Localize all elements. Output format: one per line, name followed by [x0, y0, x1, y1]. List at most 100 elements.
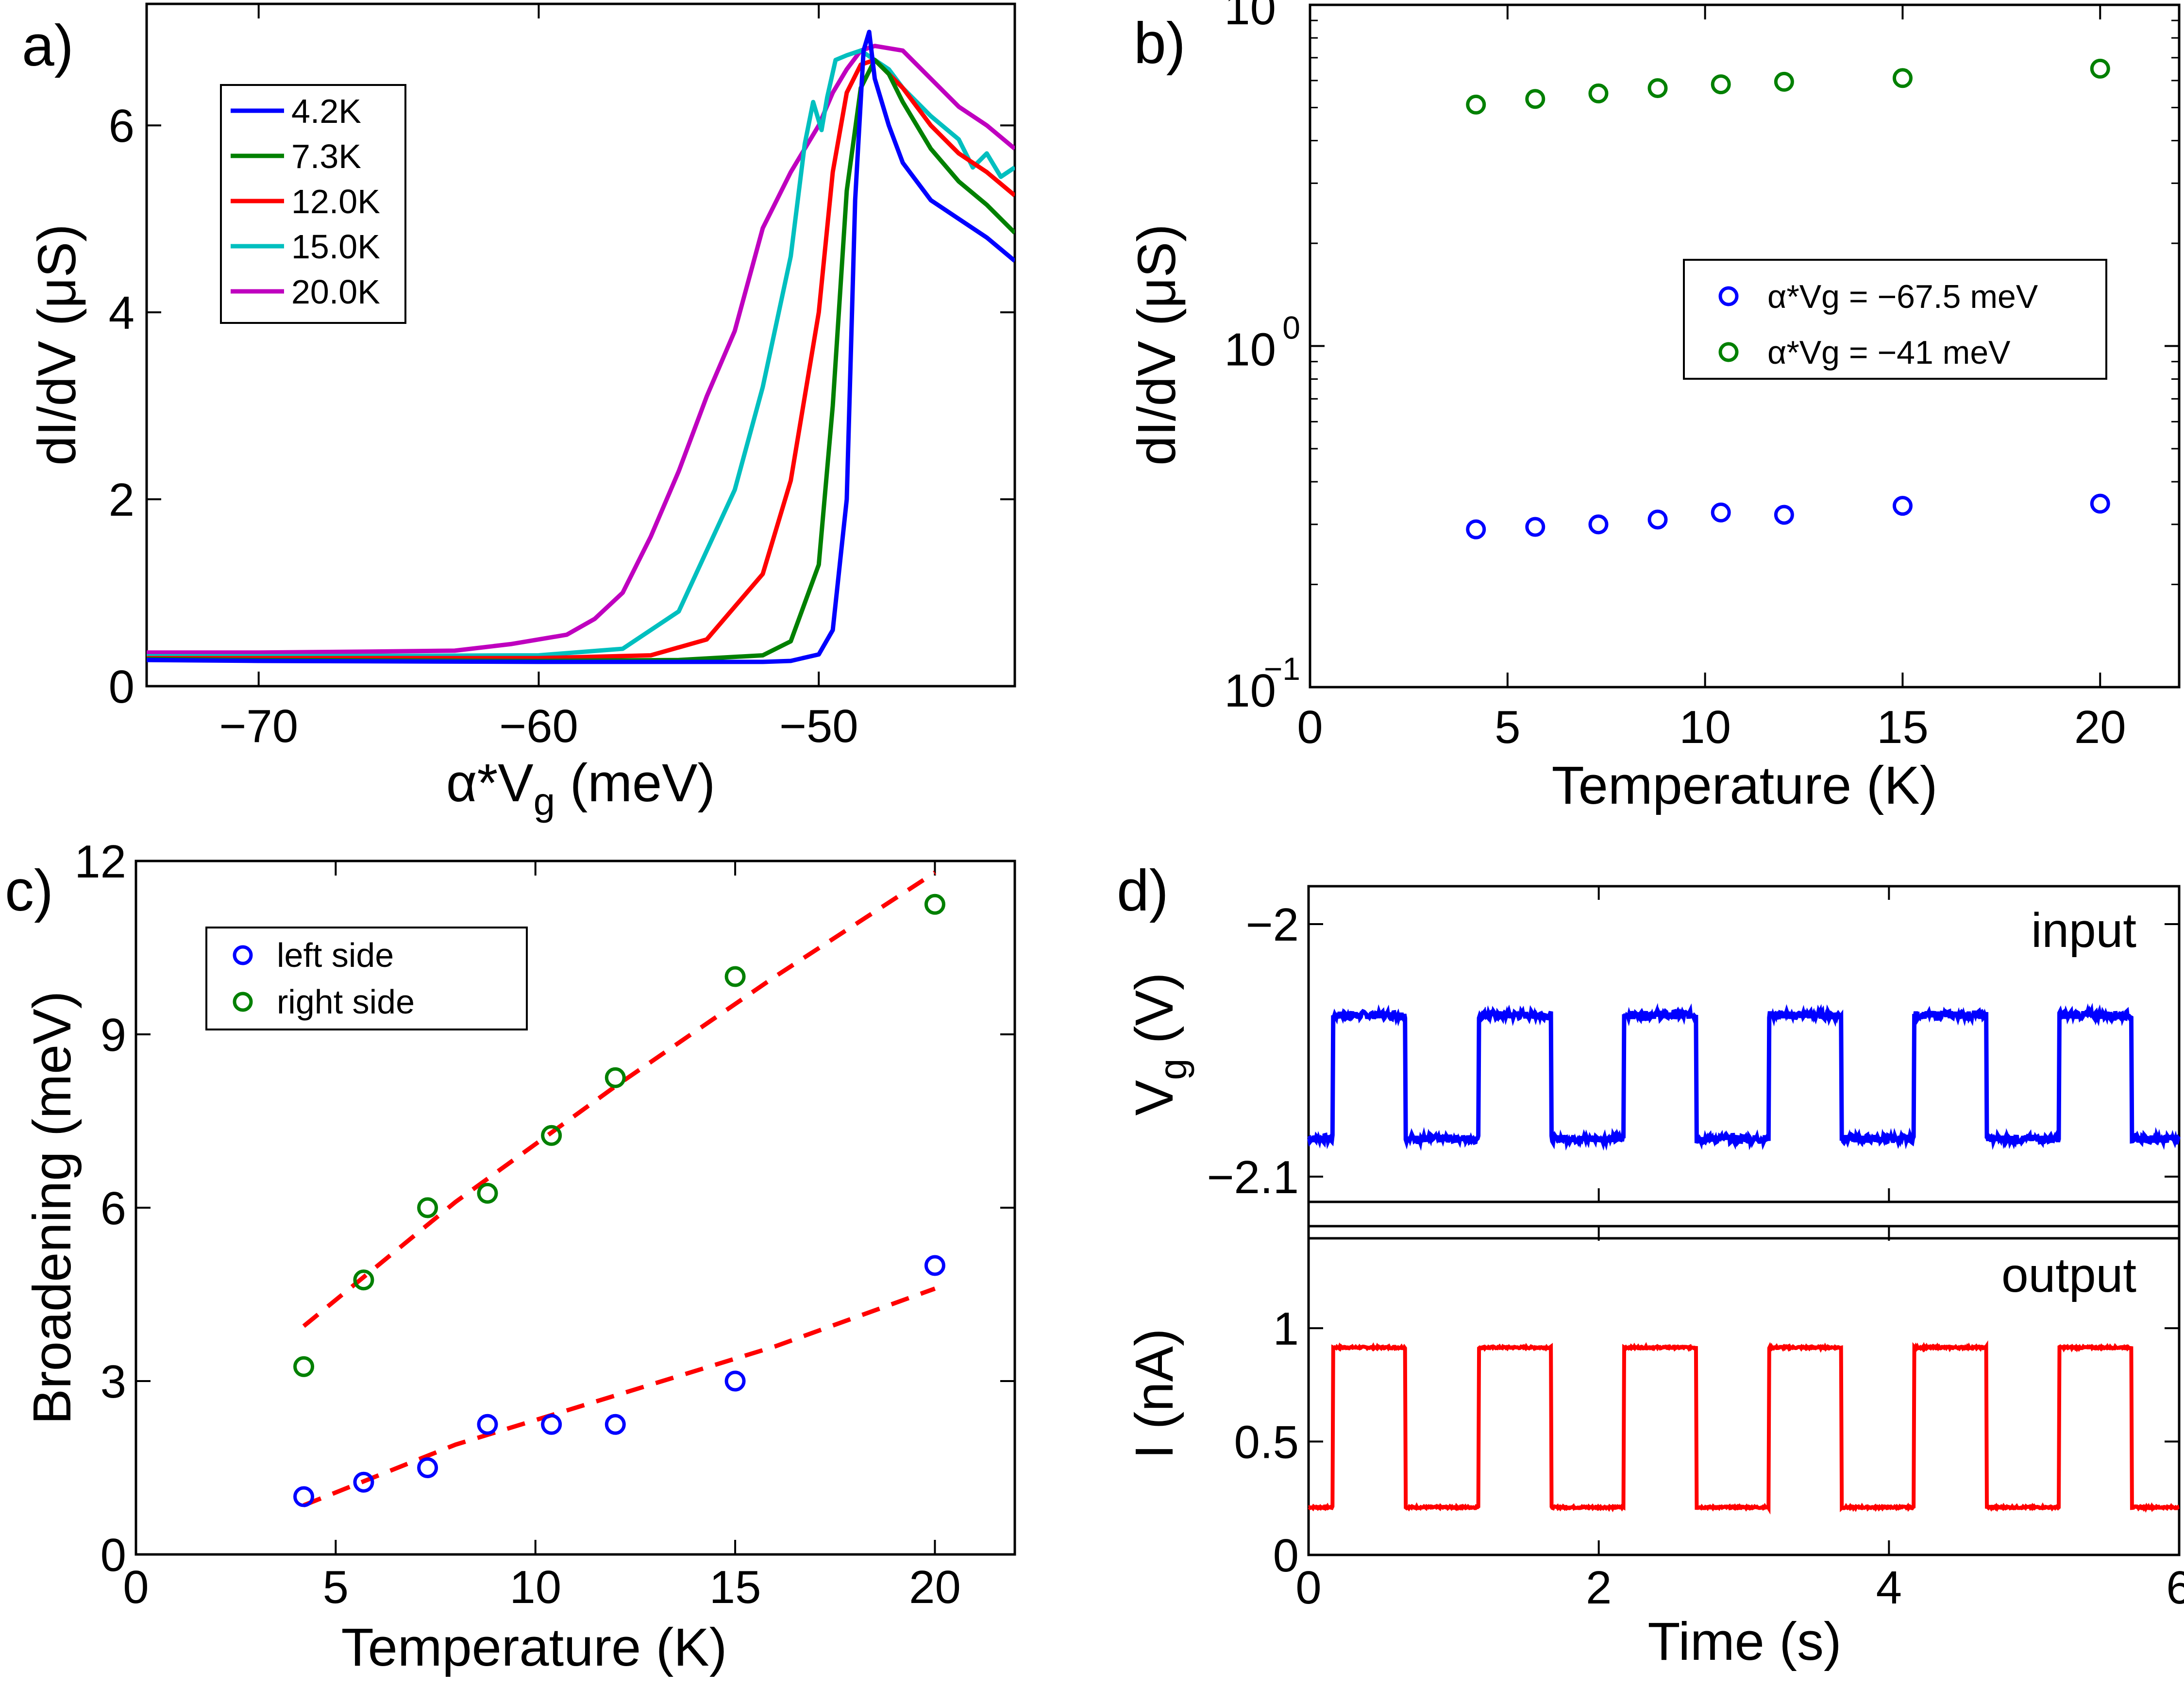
- panel-b-point-green: [2090, 58, 2110, 79]
- panel-c-xtick-label: 5: [323, 1561, 349, 1613]
- panel-c-x-axis-label: Temperature (K): [341, 1618, 727, 1677]
- panel-a-xlabel-main: α*V: [446, 753, 534, 813]
- panel-d-top-axes-frame-inner: [1307, 885, 2181, 1203]
- panel-c-xtick-label: 20: [909, 1561, 961, 1613]
- panel-b-x-axis-label: Temperature (K): [1552, 756, 1938, 815]
- panel-b-point-green: [1466, 94, 1486, 115]
- panel-b-label: b): [1134, 11, 1186, 76]
- panel-b-xtick-label: 15: [1877, 701, 1929, 753]
- panel-d-top-ylabel-sub: g: [1151, 1059, 1194, 1080]
- panel-a-x-axis-label: α*Vg (meV): [446, 753, 715, 823]
- panel-a-legend: 4.2K 7.3K 12.0K 15.0K 20.0K: [220, 84, 406, 324]
- panel-d-output-trace: [1308, 1340, 2180, 1515]
- panel-c-ytick-label: 6: [101, 1182, 126, 1234]
- panel-a-label: a): [22, 13, 74, 78]
- panel-a-series-4-2k: [147, 30, 1015, 664]
- panel-c-point-blue: [724, 1370, 746, 1392]
- panel-a-legend-entries: 4.2K 7.3K 12.0K 15.0K 20.0K: [231, 92, 380, 311]
- panel-a-xlabel-sub: g: [534, 780, 555, 823]
- panel-a-series-group: [147, 30, 1015, 664]
- panel-a-legend-label: 20.0K: [291, 273, 380, 311]
- panel-c-legend-label: right side: [277, 983, 415, 1021]
- panel-b-ytick-exponent: 1: [1282, 0, 1300, 4]
- panel-a-series-20-0k: [147, 44, 1015, 655]
- panel-b-xtick-label: 5: [1495, 701, 1520, 753]
- panel-b-point-blue: [2090, 493, 2110, 514]
- panel-b-ytick-exponent: 0: [1282, 310, 1300, 346]
- panel-b-point-green: [1647, 78, 1668, 98]
- panel-b-xtick-label: 20: [2074, 701, 2126, 753]
- panel-a-xtick-label: −70: [219, 700, 298, 752]
- panel-b-point-blue: [1466, 519, 1486, 540]
- panel-a-y-axis-label: dI/dV (μS): [27, 224, 87, 465]
- panel-d-top-content: −2.1 −2: [1207, 886, 2181, 1203]
- panel-b-legend-label: α*Vg = −41 meV: [1767, 334, 2011, 371]
- panel-c-point-blue: [605, 1414, 626, 1435]
- panel-c-point-green: [924, 894, 945, 915]
- panel-d-label: d): [1117, 858, 1169, 923]
- panel-a-legend-label: 15.0K: [291, 228, 380, 266]
- panel-c-ytick-label: 0: [101, 1529, 126, 1581]
- panel-d-output-label: output: [2001, 1248, 2136, 1302]
- panel-c-y-axis-label: Broadening (meV): [22, 991, 82, 1425]
- panel-b-point-green: [1892, 68, 1913, 88]
- panel-b-legend-box: [1683, 259, 2107, 380]
- panel-a-xtick-label: −60: [499, 700, 578, 752]
- panel-b-point-blue: [1711, 502, 1731, 523]
- panel-b-legend-marker: [1718, 342, 1739, 362]
- panel-d-top-ylabel-unit: (V): [1125, 972, 1184, 1058]
- panel-c-point-blue: [477, 1414, 498, 1435]
- panel-a-ytick-label: 6: [109, 100, 134, 152]
- panel-c-xtick-label: 0: [123, 1561, 149, 1613]
- panel-b-legend: α*Vg = −67.5 meV α*Vg = −41 meV: [1683, 259, 2107, 380]
- panel-d-bottom-ytick-label: 0.5: [1234, 1417, 1299, 1468]
- panel-c-xtick-label: 10: [509, 1561, 561, 1613]
- panel-c-legend: left side right side: [205, 927, 528, 1030]
- panel-b-point-green: [1525, 89, 1546, 109]
- panel-d-top-ylabel-main: V: [1125, 1080, 1184, 1115]
- panel-c-legend-entries: left side right side: [233, 936, 415, 1021]
- panel-b-xtick-label: 0: [1297, 701, 1323, 753]
- panel-a-series-12-0k: [147, 58, 1015, 660]
- panel-a-ytick-label: 0: [109, 661, 134, 713]
- panel-a-legend-box: [220, 84, 406, 324]
- panel-b-point-blue: [1525, 517, 1546, 537]
- panel-b-ytick-label: 10: [1224, 0, 1276, 34]
- panel-a-legend-label: 7.3K: [291, 137, 361, 175]
- panel-c-point-green: [293, 1356, 315, 1377]
- panel-c-point-blue: [924, 1255, 945, 1276]
- panel-a-plot: a) −70 −60 −50 0 2 4 6 α*Vg (meV) dI/dV (μS) 4…: [22, 2, 1016, 823]
- panel-d-input-trace: [1307, 1003, 2181, 1151]
- panel-c-legend-label: left side: [277, 936, 394, 974]
- panel-d-bottom-ytick-label: 0: [1273, 1530, 1299, 1582]
- panel-b-point-green: [1774, 71, 1794, 92]
- panel-b-legend-label: α*Vg = −67.5 meV: [1767, 278, 2038, 315]
- panel-d-bottom-xtick-label: 2: [1586, 1562, 1612, 1614]
- panel-c-ytick-label: 3: [101, 1356, 126, 1408]
- panel-a-axes-frame: [145, 2, 1016, 688]
- panel-c-ytick-label: 12: [74, 836, 126, 888]
- panel-c-point-green: [353, 1269, 374, 1291]
- panel-d-bottom-xtick-label: 4: [1876, 1562, 1902, 1614]
- panel-d-bottom-ytick-label: 1: [1273, 1303, 1299, 1355]
- panel-a-ytick-label: 4: [109, 287, 134, 339]
- panel-c-plot: c) 0 5 10 15 20 0 3 6 9 12 Temperature (K) Broade…: [5, 836, 1016, 1677]
- panel-b-ytick-exponent: −1: [1264, 651, 1300, 687]
- panel-d-bottom-xtick-label: 0: [1295, 1562, 1321, 1614]
- panel-b-point-blue: [1588, 514, 1609, 535]
- panel-d-top-ytick-label: −2.1: [1207, 1151, 1299, 1203]
- panel-a-xlabel-unit: (meV): [555, 753, 715, 813]
- panel-b-ytick-label: 10: [1224, 665, 1276, 717]
- panel-b-point-blue: [1774, 505, 1794, 525]
- panel-c-point-blue: [417, 1457, 438, 1478]
- panel-b-point-blue: [1892, 496, 1913, 516]
- panel-b-legend-marker: [1718, 286, 1739, 306]
- panel-b-point-green: [1588, 83, 1609, 103]
- panel-d-bottom-y-axis-label: I (nA): [1125, 1329, 1184, 1459]
- panel-c-legend-marker: [233, 945, 253, 965]
- panel-c-label: c): [5, 858, 53, 923]
- panel-c-legend-box: [205, 927, 528, 1030]
- panel-c-point-blue: [353, 1471, 374, 1493]
